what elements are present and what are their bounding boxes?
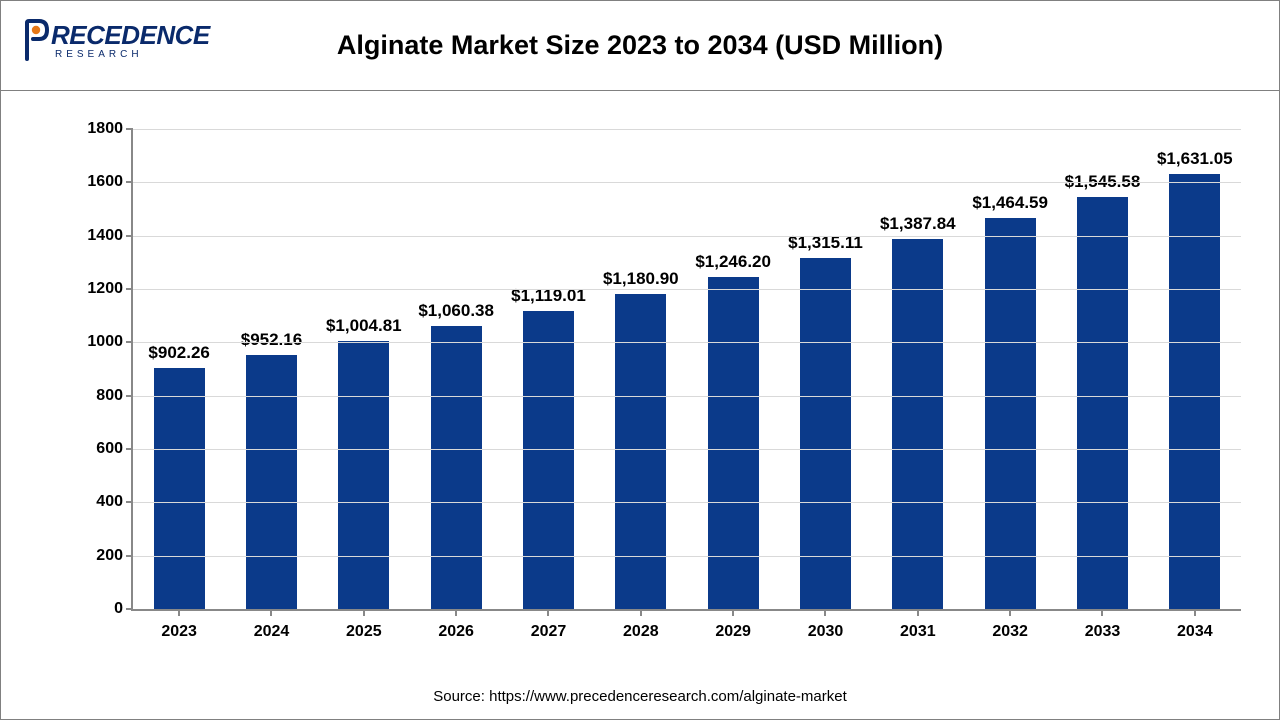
x-tick-mark [455, 609, 457, 616]
bar-value-label: $1,387.84 [880, 214, 956, 234]
bar: $1,060.38 [431, 326, 482, 609]
y-axis-label: 600 [96, 440, 133, 458]
x-tick-mark [824, 609, 826, 616]
x-tick-mark [178, 609, 180, 616]
grid-line [133, 342, 1241, 343]
bar-slot: $952.162024 [225, 129, 317, 609]
bar-value-label: $902.26 [148, 343, 209, 363]
bar-value-label: $1,464.59 [972, 193, 1048, 213]
x-axis-label: 2029 [715, 623, 751, 641]
x-tick-mark [1009, 609, 1011, 616]
x-axis-label: 2033 [1085, 623, 1121, 641]
grid-line [133, 502, 1241, 503]
bar-slot: $1,180.902028 [595, 129, 687, 609]
bar: $1,246.20 [708, 277, 759, 609]
x-tick-mark [640, 609, 642, 616]
x-tick-mark [270, 609, 272, 616]
bar-value-label: $952.16 [241, 330, 302, 350]
grid-line [133, 182, 1241, 183]
bar-value-label: $1,004.81 [326, 316, 402, 336]
x-tick-mark [363, 609, 365, 616]
plot-area: $902.262023$952.162024$1,004.812025$1,06… [131, 129, 1241, 611]
bar-value-label: $1,180.90 [603, 269, 679, 289]
bar-slot: $902.262023 [133, 129, 225, 609]
logo-p-icon [23, 19, 49, 61]
bar-slot: $1,545.582033 [1056, 129, 1148, 609]
grid-line [133, 236, 1241, 237]
bar-slot: $1,464.592032 [964, 129, 1056, 609]
grid-line [133, 289, 1241, 290]
y-axis-label: 0 [114, 600, 133, 618]
x-axis-label: 2025 [346, 623, 382, 641]
x-axis-label: 2028 [623, 623, 659, 641]
x-axis-label: 2023 [161, 623, 197, 641]
bar-value-label: $1,060.38 [418, 301, 494, 321]
bar-slot: $1,387.842031 [872, 129, 964, 609]
bars-layer: $902.262023$952.162024$1,004.812025$1,06… [133, 129, 1241, 609]
bar-slot: $1,246.202029 [687, 129, 779, 609]
bar: $1,387.84 [892, 239, 943, 609]
x-axis-label: 2024 [254, 623, 290, 641]
bar: $1,545.58 [1077, 197, 1128, 609]
bar-slot: $1,631.052034 [1149, 129, 1241, 609]
y-axis-label: 400 [96, 493, 133, 511]
x-tick-mark [1194, 609, 1196, 616]
chart-wrap: $902.262023$952.162024$1,004.812025$1,06… [61, 119, 1251, 659]
bar-slot: $1,119.012027 [502, 129, 594, 609]
x-axis-label: 2031 [900, 623, 936, 641]
grid-line [133, 396, 1241, 397]
x-axis-label: 2026 [438, 623, 474, 641]
bar-value-label: $1,246.20 [695, 252, 771, 272]
bar-slot: $1,315.112030 [779, 129, 871, 609]
y-axis-label: 800 [96, 387, 133, 405]
bar-slot: $1,060.382026 [410, 129, 502, 609]
grid-line [133, 449, 1241, 450]
grid-line [133, 556, 1241, 557]
bar-slot: $1,004.812025 [318, 129, 410, 609]
bar: $902.26 [154, 368, 205, 609]
chart-body: $902.262023$952.162024$1,004.812025$1,06… [1, 91, 1279, 719]
source-line: Source: https://www.precedenceresearch.c… [1, 688, 1279, 705]
brand-logo: RECEDENCE RESEARCH [23, 19, 210, 61]
logo-main-text: RECEDENCE [51, 20, 210, 50]
x-axis-label: 2032 [992, 623, 1028, 641]
bar-value-label: $1,631.05 [1157, 149, 1233, 169]
bar: $1,180.90 [615, 294, 666, 609]
y-axis-label: 1200 [87, 280, 133, 298]
x-axis-label: 2030 [808, 623, 844, 641]
bar: $1,004.81 [338, 341, 389, 609]
y-axis-label: 1600 [87, 173, 133, 191]
x-tick-mark [732, 609, 734, 616]
logo-text: RECEDENCE RESEARCH [51, 20, 210, 60]
grid-line [133, 129, 1241, 130]
x-axis-label: 2034 [1177, 623, 1213, 641]
x-tick-mark [1101, 609, 1103, 616]
y-axis-label: 1400 [87, 227, 133, 245]
header-band: RECEDENCE RESEARCH Alginate Market Size … [1, 1, 1279, 91]
bar: $1,464.59 [985, 218, 1036, 609]
bar: $1,119.01 [523, 311, 574, 609]
x-axis-label: 2027 [531, 623, 567, 641]
logo-sub-text: RESEARCH [55, 49, 210, 60]
x-tick-mark [917, 609, 919, 616]
x-tick-mark [547, 609, 549, 616]
y-axis-label: 1800 [87, 120, 133, 138]
y-axis-label: 200 [96, 547, 133, 565]
chart-container: RECEDENCE RESEARCH Alginate Market Size … [0, 0, 1280, 720]
bar: $1,631.05 [1169, 174, 1220, 609]
bar: $952.16 [246, 355, 297, 609]
y-axis-label: 1000 [87, 333, 133, 351]
